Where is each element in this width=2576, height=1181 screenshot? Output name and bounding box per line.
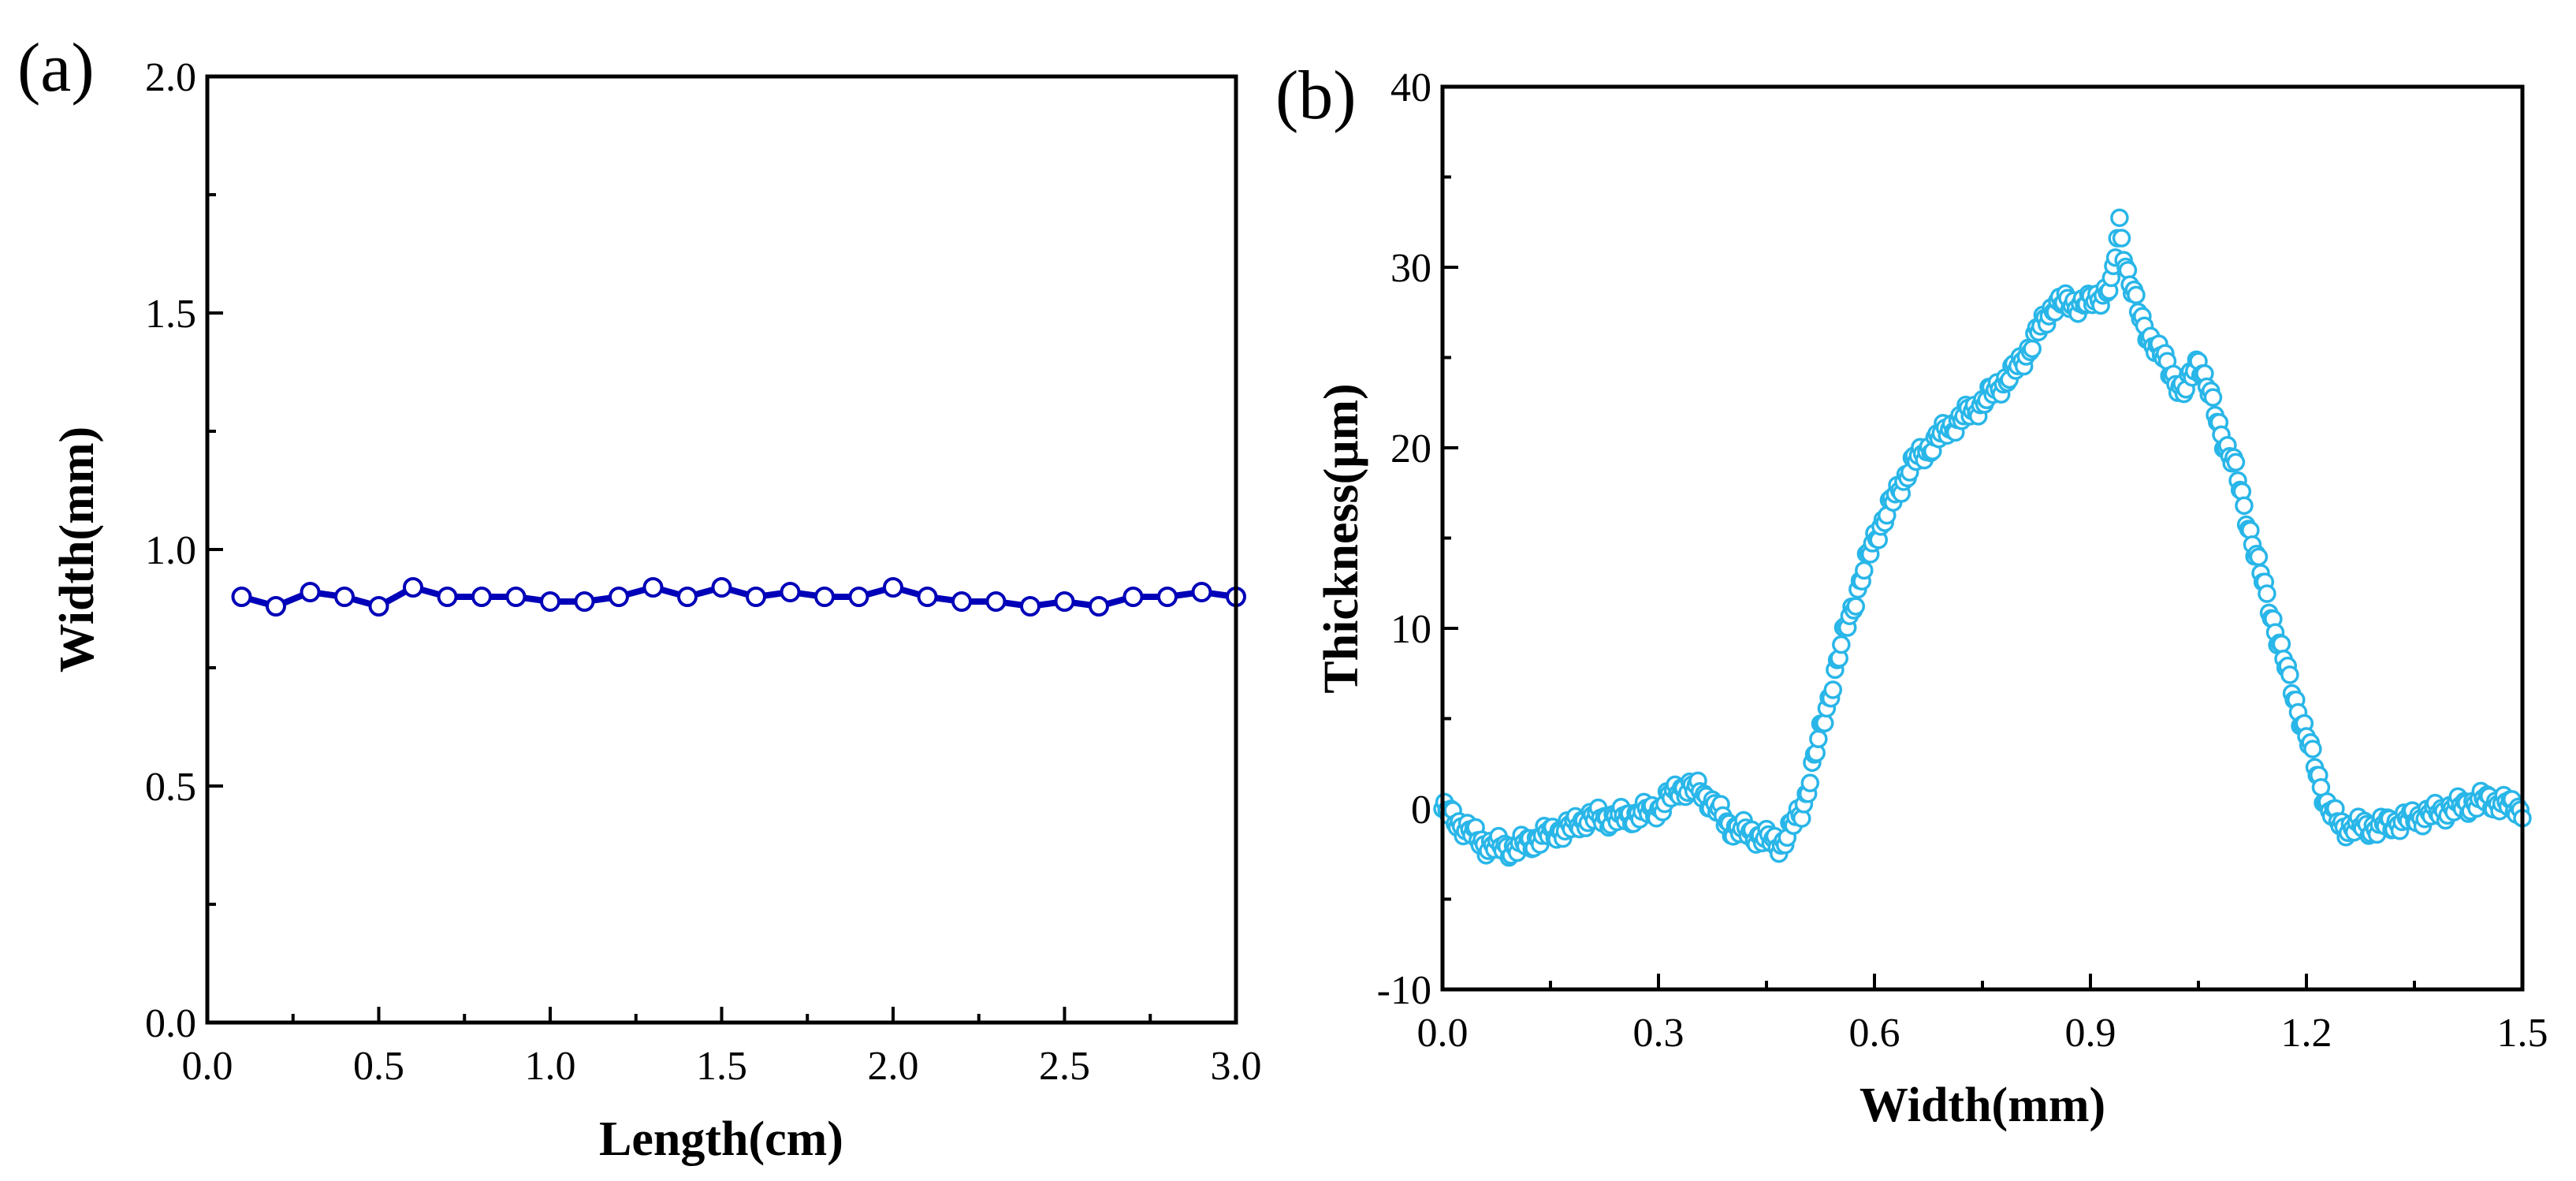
panel-b-data-point (1832, 635, 1851, 654)
panel-a-y-tick-label: 2.0 (145, 55, 196, 100)
panel-b-x-tick-label: 0.6 (1849, 1011, 1900, 1056)
panel-a-frame (205, 74, 1238, 1025)
panel-b-data-point (1800, 773, 1820, 792)
panel-a-x-tick-label: 2.5 (1039, 1044, 1090, 1089)
panel-b-data-point (1846, 597, 1866, 616)
panel-a-x-tick-label: 0.5 (353, 1044, 404, 1089)
panel-a-x-tick-label: 3.0 (1211, 1044, 1262, 1089)
panel-a-y-tick-label: 1.5 (145, 292, 196, 337)
panel-b-y-tick-label: -10 (1377, 968, 1431, 1013)
panel-a-data-point (677, 587, 698, 607)
panel-a-data-point (1089, 596, 1109, 617)
panel-a-x-tick-label: 1.5 (696, 1044, 747, 1089)
panel-b-data-point (1809, 729, 1828, 749)
panel-b-y-tick-label: 30 (1390, 246, 1431, 291)
panel-a-data-point (746, 587, 766, 607)
panel-a-data-point (231, 587, 252, 607)
panel-a-data-point (437, 587, 458, 607)
panel-a-data-point (540, 591, 560, 612)
panel-a: (a) 0.0 0.5 1.0 1.5 2.0 2.5 3.0 0.0 0.5 1.0 1.5 2.0… (17, 30, 1262, 1166)
panel-a-y-tick-label: 0.5 (145, 765, 196, 810)
panel-b-y-tick-label: 40 (1390, 65, 1431, 110)
panel-b-y-tick-label: 10 (1390, 607, 1431, 652)
panel-b-data-point (2249, 547, 2269, 567)
panel-a-data-point (780, 582, 801, 602)
panel-a-y-axis-title: Width(mm) (50, 427, 104, 672)
panel-a-plot (231, 577, 1246, 617)
panel-b-data-point (2280, 665, 2299, 684)
panel-a-y-tick-label: 1.0 (145, 528, 196, 573)
panel-b-x-tick-label: 0.0 (1417, 1011, 1469, 1056)
panel-a-data-point (917, 587, 938, 607)
panel-a-data-point (642, 577, 664, 598)
panel-a-data-point (1157, 587, 1178, 607)
panel-a-data-point (334, 587, 355, 607)
panel-b-data-point (1823, 680, 1843, 699)
panel-a-data-point (505, 587, 527, 607)
panel-b-data-point (1855, 561, 1874, 580)
panel-b-x-tick-label: 0.3 (1633, 1011, 1684, 1056)
panel-a-data-point (951, 591, 972, 612)
panel-b-y-tick-label: 0 (1411, 788, 1431, 833)
panel-b-data-point (2127, 285, 2146, 305)
panel-a-data-point (300, 582, 321, 602)
panel-a-data-point (848, 587, 869, 607)
panel-a-y-tick-label: 0.0 (145, 1001, 196, 1046)
panel-b-label: (b) (1275, 58, 1357, 134)
panel-a-x-tick-label: 0.0 (182, 1044, 233, 1089)
panel-a-data-point (814, 587, 835, 607)
panel-a-data-point (1122, 587, 1144, 607)
panel-b-data-point (1815, 713, 1834, 732)
panel-b-data-point (2110, 208, 2129, 227)
panel-a-data-point (609, 587, 629, 607)
panel-b-plot (1433, 208, 2532, 867)
panel-b-y-axis-title: Thickness(μm) (1315, 383, 1368, 693)
panel-a-data-point (403, 577, 423, 598)
panel-b: (b) 0.0 0.3 0.6 0.9 1.2 1.5 -10 0 10 20 30 40 Width… (1275, 58, 2548, 1132)
panel-b-frame (1440, 84, 2525, 992)
panel-b-data-point (2226, 453, 2246, 472)
panel-b-data-point (2203, 388, 2223, 407)
panel-a-data-point (1054, 591, 1075, 612)
panel-a-data-point (1191, 582, 1212, 602)
panel-b-y-tick-label: 20 (1390, 427, 1431, 471)
panel-b-data-point (2303, 740, 2322, 758)
panel-b-data-point (2112, 229, 2131, 248)
panel-b-data-point (2272, 634, 2291, 654)
panel-a-data-point (985, 591, 1007, 612)
panel-b-x-tick-label: 1.5 (2497, 1011, 2548, 1056)
panel-b-data-point (2235, 496, 2254, 516)
panel-a-label: (a) (17, 30, 95, 106)
panel-b-data-point (2023, 339, 2042, 359)
panel-a-data-point (883, 577, 903, 598)
panel-b-data-point (2258, 584, 2276, 603)
panel-a-data-point (368, 596, 389, 617)
panel-a-data-point (266, 596, 286, 617)
panel-b-x-axis-title: Width(mm) (1859, 1079, 2105, 1132)
panel-b-ticks: 0.0 0.3 0.6 0.9 1.2 1.5 -10 0 10 20 30 40 (1377, 65, 2548, 1056)
panel-a-data-point (711, 577, 732, 598)
panel-a-x-tick-label: 1.0 (525, 1044, 576, 1089)
panel-a-data-point (574, 591, 595, 612)
panel-a-data-point (1020, 596, 1040, 617)
panel-a-series-line (240, 583, 1237, 610)
panel-b-x-tick-label: 0.9 (2065, 1011, 2116, 1056)
panel-a-ticks: 0.0 0.5 1.0 1.5 2.0 2.5 3.0 0.0 0.5 1.0 1.5 2.0 (145, 55, 1262, 1089)
panel-a-data-point (471, 587, 492, 607)
panel-b-x-tick-label: 1.2 (2281, 1011, 2332, 1056)
panel-a-x-tick-label: 2.0 (868, 1044, 919, 1089)
panel-a-x-axis-title: Length(cm) (599, 1112, 843, 1166)
